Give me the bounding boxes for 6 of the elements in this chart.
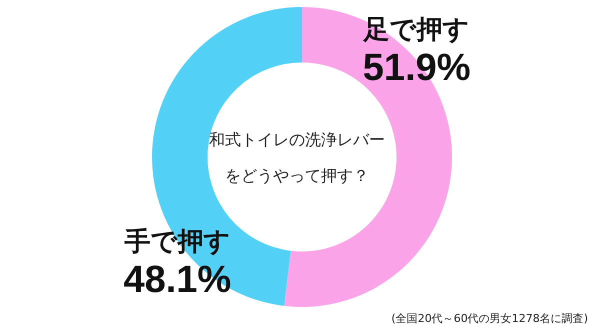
data-label: 48.1% [123, 259, 232, 302]
text: (全国20代～60代の男女1278名に調査) [391, 311, 588, 326]
data-label: 51.9% [362, 46, 471, 89]
text: 和式トイレの洗浄レバーをどうやって押す？ [208, 129, 386, 187]
slice-label: 足で押す [362, 14, 470, 45]
slice-label: 手で押す [123, 227, 230, 258]
